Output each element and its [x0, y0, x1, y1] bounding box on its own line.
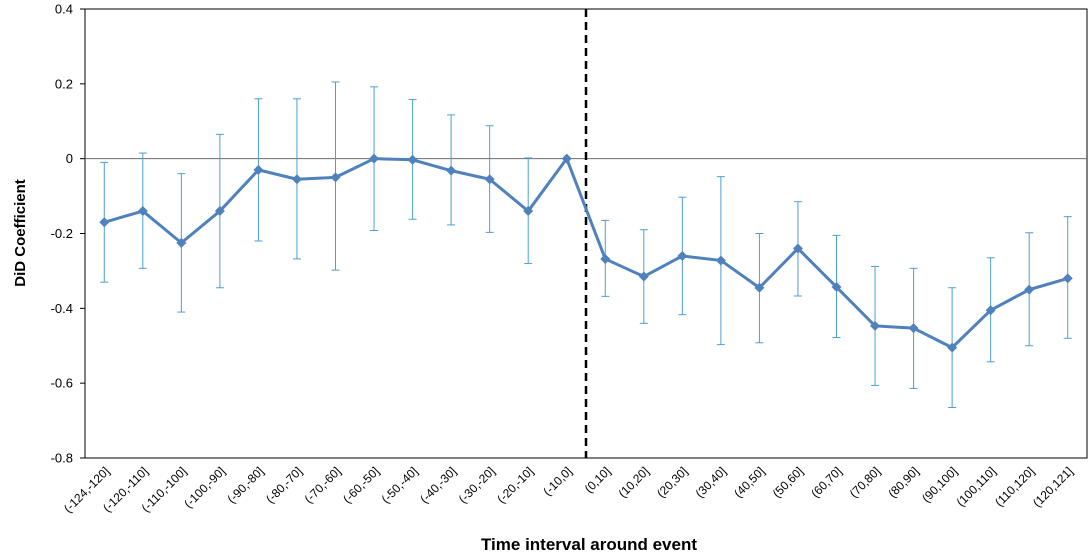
- x-tick-label: (-50,-40]: [379, 464, 421, 506]
- x-tick-label: (0,10]: [582, 464, 614, 496]
- data-point-marker: [985, 305, 996, 316]
- x-axis-tick-labels: (-124,-120](-120,-110](-110,-100](-100,-…: [61, 464, 1076, 515]
- y-tick-label: -0.4: [51, 301, 73, 316]
- x-tick-label: (-100,-90]: [181, 464, 228, 511]
- series-line: [103, 157, 1069, 350]
- data-point-marker: [291, 174, 302, 185]
- x-tick-label: (-40,-30]: [417, 464, 459, 506]
- y-tick-label: 0: [66, 151, 73, 166]
- x-tick-label: (-20,-10]: [494, 464, 536, 506]
- x-tick-label: (-90,-80]: [225, 464, 267, 506]
- y-tick-label: -0.6: [51, 376, 73, 391]
- x-tick-label: (-70,-60]: [302, 464, 344, 506]
- x-tick-label: (60,70]: [808, 464, 844, 500]
- x-tick-label: (10,20]: [616, 464, 652, 500]
- data-point-marker: [1062, 273, 1073, 284]
- data-point-marker: [638, 271, 649, 282]
- x-axis-title: Time interval around event: [481, 535, 697, 554]
- x-tick-label: (30,40]: [693, 464, 729, 500]
- data-point-marker: [561, 153, 572, 164]
- data-point-marker: [369, 153, 380, 164]
- data-point-marker: [137, 206, 148, 217]
- x-tick-label: (80,90]: [885, 464, 921, 500]
- data-point-marker: [947, 342, 958, 353]
- x-tick-label: (70,80]: [847, 464, 883, 500]
- y-tick-label: -0.2: [51, 226, 73, 241]
- data-point-marker: [330, 172, 341, 183]
- y-tick-label: 0.2: [55, 76, 73, 91]
- data-point-marker: [600, 253, 611, 264]
- data-point-marker: [253, 164, 264, 175]
- data-point-marker: [407, 154, 418, 165]
- data-point-marker: [484, 174, 495, 185]
- data-markers: [99, 153, 1073, 353]
- data-point-marker: [214, 206, 225, 217]
- series-polyline: [103, 157, 1069, 350]
- data-point-marker: [870, 320, 881, 331]
- x-tick-label: (120,121]: [1030, 464, 1076, 510]
- data-point-marker: [523, 206, 534, 217]
- data-point-marker: [176, 237, 187, 248]
- y-tick-label: -0.8: [51, 451, 73, 466]
- x-tick-label: (100,110]: [954, 464, 999, 509]
- x-tick-label: (40,50]: [731, 464, 767, 500]
- x-tick-label: (-30,-20]: [456, 464, 498, 506]
- data-point-marker: [1024, 284, 1035, 295]
- data-point-marker: [715, 255, 726, 266]
- y-tick-label: 0.4: [55, 2, 73, 17]
- data-point-marker: [908, 323, 919, 334]
- data-point-marker: [446, 165, 457, 176]
- x-tick-label: (110,120]: [992, 464, 1037, 509]
- x-tick-label: (-80,-70]: [263, 464, 305, 506]
- y-axis-ticks: 0.4 0.2 0 -0.2 -0.4 -0.6 -0.8: [51, 2, 85, 466]
- x-tick-label: (20,30]: [654, 464, 690, 500]
- data-point-marker: [677, 250, 688, 261]
- y-axis-title: DiD Coefficient: [12, 179, 29, 287]
- x-tick-label: (50,60]: [770, 464, 806, 500]
- data-point-marker: [792, 243, 803, 254]
- data-point-marker: [831, 282, 842, 293]
- data-point-marker: [99, 217, 110, 228]
- x-tick-label: (-10,0]: [540, 464, 574, 498]
- x-tick-label: (-60,-50]: [340, 464, 382, 506]
- data-point-marker: [754, 282, 765, 293]
